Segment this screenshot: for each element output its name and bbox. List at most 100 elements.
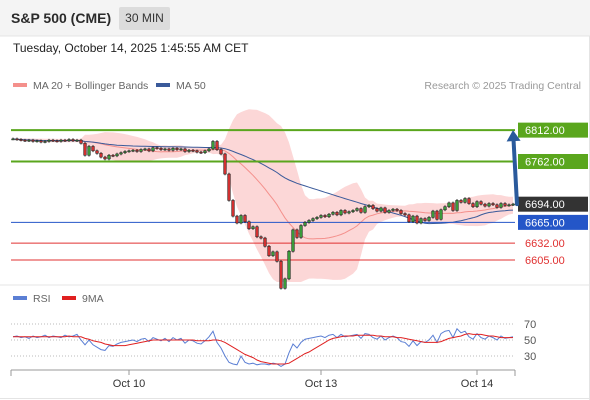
rsi-tick-30: 30 [524,351,536,363]
candle-body [407,214,411,223]
candle-body [315,217,319,219]
candle-body [259,236,263,239]
legend-9ma-label: 9MA [82,293,104,305]
candle [327,212,331,218]
candle [211,140,215,151]
candle-body [139,149,143,152]
candle-body [251,226,255,229]
candle [251,225,255,230]
timeframe-badge[interactable]: 30 MIN [119,7,170,30]
candle [63,138,67,143]
legend-ma50: MA 50 [156,80,206,92]
candle [343,209,347,215]
candle-body [123,151,127,153]
chart-datetime: Tuesday, October 14, 2025 1:45:55 AM CET [13,41,249,55]
candle [35,139,39,143]
candle-body [403,213,407,216]
candle [507,203,511,207]
candle-body [235,215,239,224]
candle-body [115,153,119,157]
candle [355,207,359,212]
candle-body [147,148,151,152]
candle-body [195,150,199,153]
candle-body [99,153,103,158]
candle [11,137,15,141]
candle [255,225,259,239]
level-tag-6812.00 [518,122,588,138]
ma50-line [12,138,514,225]
candle [391,207,395,212]
candle [147,147,151,153]
candle [31,138,35,143]
candle-body [443,206,447,211]
candle [119,151,123,156]
candle [435,209,439,221]
legend-ma50-label: MA 50 [176,80,206,92]
candle-body [107,154,111,160]
candle [187,148,191,153]
candle [27,138,31,143]
candle [443,205,447,212]
candle-body [495,204,499,208]
candle-body [191,149,195,152]
candle [127,149,131,153]
candle [91,145,95,153]
candle [191,148,195,153]
candle [475,200,479,208]
candle-body [479,201,483,205]
candle-body [35,140,39,143]
candle-body [27,139,31,142]
candle [455,199,459,212]
legend-9ma: 9MA [62,293,104,305]
candle [239,214,243,225]
candle [23,138,27,143]
bollinger-band [13,109,513,282]
candle-body [83,143,87,156]
candle-body [127,150,131,153]
candle-body [491,203,495,206]
candle [379,206,383,213]
candle-body [63,139,67,142]
candle-body [327,213,331,217]
candle-body [211,141,215,150]
candle [267,244,271,257]
candle-body [227,173,231,201]
candle-body [43,141,47,143]
candle [107,153,111,161]
candle-body [503,203,507,206]
candle [483,202,487,208]
candle-body [247,221,251,229]
candle-body [271,251,275,256]
candle [371,204,375,210]
candle-body [379,207,383,212]
time-tick-label: Oct 13 [305,378,337,390]
candle-body [163,148,167,151]
candle-body [331,212,335,215]
level-label-6812.00: 6812.00 [525,125,565,137]
level-label-6762.00: 6762.00 [525,157,565,169]
candle [183,147,187,153]
candle [275,250,279,263]
rsi-tick-70: 70 [524,319,536,331]
candle-body [439,209,443,220]
candle [175,147,179,151]
candle-body [171,148,175,151]
candle [271,250,275,257]
candle-body [19,139,23,141]
candle-body [391,208,395,211]
candle-body [239,215,243,224]
candle [495,203,499,209]
candle-body [415,215,419,224]
candle-body [423,218,427,221]
candle-body [215,141,219,150]
candle [279,260,283,290]
candle-body [295,229,299,238]
candle-body [459,200,463,203]
candle [131,148,135,153]
candle [163,147,167,151]
candle-body [323,215,327,217]
candle-body [279,261,283,289]
candle-body [95,150,99,154]
candle-body [487,203,491,207]
